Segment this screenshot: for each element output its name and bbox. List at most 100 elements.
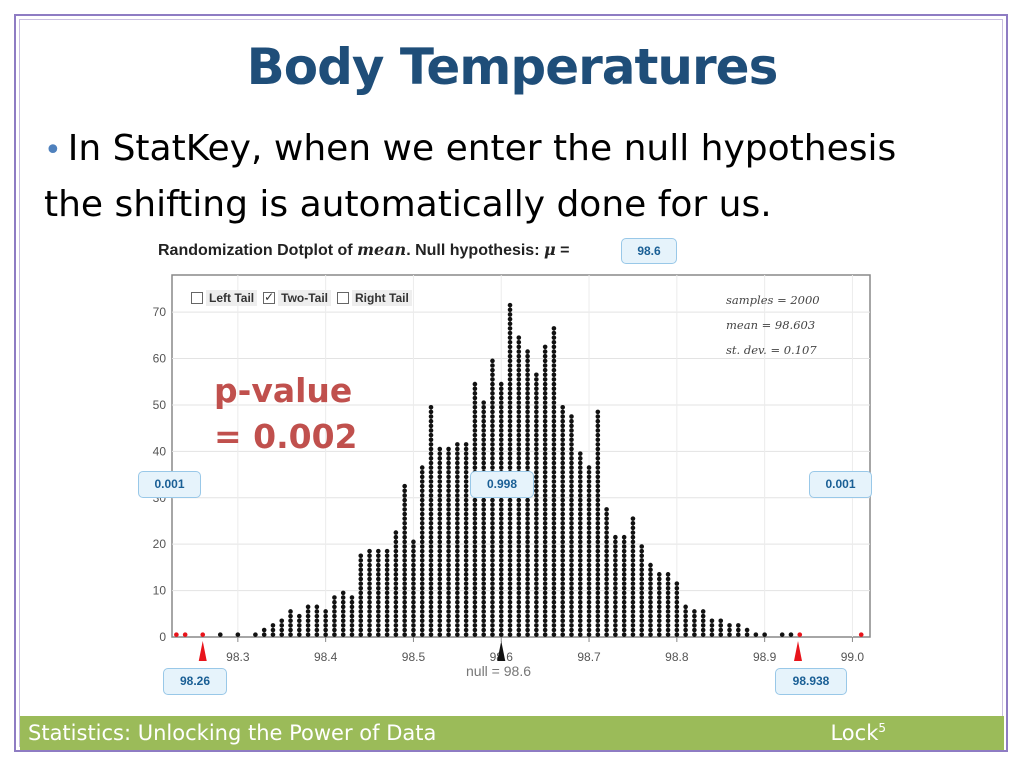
- dot: [437, 548, 443, 554]
- dot: [560, 460, 566, 466]
- dot: [551, 502, 557, 508]
- dot: [455, 595, 460, 600]
- dot-column: [700, 609, 706, 637]
- right-cutoff-marker[interactable]: [794, 641, 803, 661]
- dot: [595, 483, 601, 489]
- left-cutoff-marker[interactable]: [198, 641, 207, 661]
- dot: [586, 493, 592, 498]
- dot: [577, 613, 583, 619]
- dot: [507, 400, 513, 405]
- dot: [472, 395, 478, 401]
- dot: [630, 525, 636, 531]
- dot: [481, 530, 486, 535]
- dot: [384, 553, 390, 559]
- dot: [586, 539, 592, 545]
- dot: [525, 511, 530, 517]
- dot: [402, 493, 407, 498]
- dot: [560, 562, 566, 568]
- dot: [656, 576, 662, 582]
- dot: [428, 497, 434, 503]
- dot: [595, 409, 601, 415]
- dot: [411, 623, 416, 628]
- dot: [551, 326, 557, 331]
- y-tick-label: 40: [153, 444, 167, 458]
- right-tail-label[interactable]: Right Tail: [352, 290, 412, 306]
- dot: [428, 479, 434, 484]
- dot: [463, 479, 469, 484]
- dot: [490, 423, 495, 429]
- dot: [569, 623, 574, 628]
- dot: [604, 567, 609, 573]
- dot: [560, 585, 566, 591]
- dot: [560, 511, 566, 517]
- dot: [551, 456, 557, 461]
- dot: [463, 516, 469, 521]
- dot: [621, 548, 627, 554]
- dot: [446, 520, 451, 526]
- dot: [534, 451, 539, 456]
- dot: [481, 507, 486, 512]
- null-hypothesis-input[interactable]: 98.6: [621, 238, 677, 264]
- dot-column: [709, 618, 715, 637]
- dot: [525, 618, 530, 624]
- dot: [604, 558, 609, 563]
- left-tail-label[interactable]: Left Tail: [206, 290, 258, 306]
- dot: [595, 599, 601, 605]
- dot: [384, 567, 390, 573]
- dot: [595, 562, 601, 568]
- dot: [525, 567, 530, 573]
- dot: [490, 367, 495, 373]
- dot: [463, 483, 469, 489]
- dot: [577, 623, 583, 628]
- dot: [542, 567, 548, 573]
- dot: [481, 623, 486, 628]
- dot: [437, 516, 443, 521]
- dot: [542, 377, 548, 382]
- dot: [507, 507, 513, 512]
- dot: [419, 609, 425, 614]
- dot: [727, 627, 732, 633]
- dot: [455, 516, 460, 521]
- dot: [481, 553, 486, 559]
- right-tail-checkbox[interactable]: [337, 292, 350, 304]
- y-tick-label: 50: [153, 398, 167, 412]
- dot: [569, 502, 574, 508]
- dot: [639, 613, 645, 619]
- dot: [367, 548, 372, 554]
- x-tick-label: 98.4: [314, 650, 338, 664]
- dot: [411, 562, 416, 568]
- two-tail-checkbox[interactable]: [263, 290, 276, 304]
- dot: [525, 456, 530, 461]
- dot: [507, 307, 513, 313]
- dot: [472, 604, 478, 610]
- dot: [498, 404, 504, 410]
- dot: [463, 562, 469, 568]
- dot: [525, 553, 530, 559]
- dot: [595, 465, 601, 470]
- dot: [376, 553, 381, 559]
- dot: [604, 613, 609, 619]
- dot: [446, 488, 451, 494]
- dot: [595, 627, 601, 633]
- left-tail-checkbox[interactable]: [191, 292, 203, 304]
- dot: [472, 623, 478, 628]
- dot: [551, 391, 557, 396]
- dot: [498, 567, 504, 573]
- dot: [402, 562, 407, 568]
- dot: [402, 539, 407, 545]
- dot-column: [551, 326, 557, 637]
- left-cutoff-input[interactable]: 98.26: [163, 668, 227, 695]
- dot: [577, 474, 583, 480]
- dot: [621, 576, 627, 582]
- dot: [419, 465, 425, 470]
- dot: [569, 567, 574, 573]
- two-tail-label[interactable]: Two-Tail: [278, 290, 332, 306]
- slide-border: [14, 14, 1008, 752]
- dot: [542, 488, 548, 494]
- dot: [551, 330, 557, 336]
- dot: [516, 544, 522, 549]
- dot: [455, 572, 460, 577]
- right-cutoff-input[interactable]: 98.938: [775, 668, 847, 695]
- dot: [516, 414, 522, 419]
- null-marker[interactable]: [497, 641, 506, 661]
